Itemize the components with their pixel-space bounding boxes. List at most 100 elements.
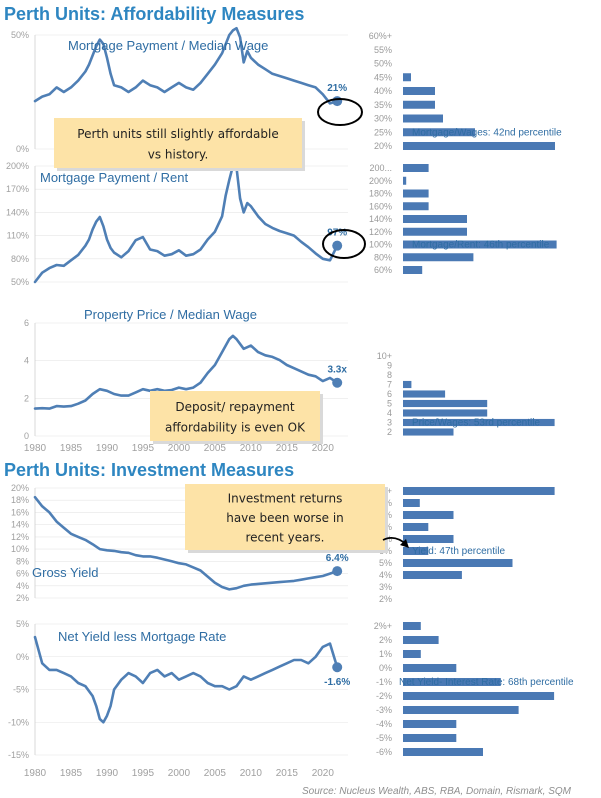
- hist-category-label: 45%: [374, 72, 392, 82]
- hist-bar: [403, 189, 429, 198]
- x-tick-label: 2010: [240, 768, 263, 779]
- hist-bar: [403, 664, 457, 672]
- hist-bar: [403, 535, 454, 543]
- hist-bar: [403, 266, 423, 274]
- hist-category-label: 7: [387, 380, 392, 390]
- hist-category-label: 9: [387, 361, 392, 371]
- line-panel-4: 5% 0% -5% -10% -15% -1.6% Net Yield less Mortg…: [8, 619, 350, 760]
- y-tick-label: 50%: [11, 277, 29, 287]
- hist-bar: [403, 720, 457, 728]
- hist-category-label: -1%: [376, 677, 392, 687]
- y-tick-label: 2%: [16, 593, 29, 603]
- note-line: vs history.: [148, 148, 209, 162]
- series-line: [33, 635, 339, 724]
- x-tick-label: 2020: [312, 768, 335, 779]
- hist-category-label: 8: [387, 370, 392, 380]
- end-point-marker: [332, 240, 343, 251]
- hist-bar: [403, 650, 421, 658]
- hist-bar: [403, 114, 443, 123]
- hist-bar: [403, 559, 513, 567]
- end-value-label: 21%: [327, 83, 347, 94]
- note-line: Deposit/ repayment: [175, 400, 295, 414]
- highlight-ellipse: [317, 98, 363, 126]
- end-value-label: 6.4%: [326, 553, 349, 564]
- x-tick-label: 1985: [60, 443, 83, 454]
- y-tick-label: 6%: [16, 569, 29, 579]
- x-tick-label: 1980: [24, 443, 47, 454]
- series-line: [33, 334, 339, 410]
- hist-category-label: -2%: [376, 691, 392, 701]
- hist-bar: [403, 176, 407, 185]
- histogram-0: 60%+ 55% 50% 45% 40% 35% 30% 25% 20% Mortgage/Wag…: [369, 31, 562, 151]
- investment-heading: Perth Units: Investment Measures: [4, 460, 294, 480]
- note-investment: Investment returns have been worse in rece…: [185, 484, 388, 553]
- x-tick-label: 2020: [312, 443, 335, 454]
- annotations: Perth units still slightly affordable vs …: [54, 118, 409, 553]
- hist-category-label: 120%: [369, 227, 392, 237]
- hist-category-label: 1%: [379, 649, 392, 659]
- x-tick-label: 2015: [276, 443, 299, 454]
- y-tick-label: 10%: [11, 544, 29, 554]
- hist-category-label: 200%: [369, 176, 392, 186]
- x-tick-label: 1990: [96, 768, 119, 779]
- hist-category-label: 6: [387, 389, 392, 399]
- hist-category-label: 5%: [379, 558, 392, 568]
- hist-category-label: 10+: [377, 351, 392, 361]
- series-line: [33, 26, 339, 105]
- note-line: Perth units still slightly affordable: [77, 127, 278, 141]
- series-line: [33, 164, 339, 284]
- hist-bar: [403, 622, 421, 630]
- note-box: [150, 391, 320, 441]
- hist-bar: [403, 227, 467, 236]
- note-affordable: Perth units still slightly affordable vs …: [54, 118, 305, 171]
- source-note: Source: Nucleus Wealth, ABS, RBA, Domain…: [302, 786, 572, 797]
- line-panel-1: 200% 170% 140% 110% 80% 50% 97% Mortgage Paymen…: [6, 161, 348, 287]
- x-tick-label: 2005: [204, 443, 227, 454]
- hist-bar: [403, 142, 555, 150]
- hist-bar: [403, 164, 429, 172]
- panel-title: Mortgage Payment / Rent: [40, 170, 189, 185]
- hist-category-label: 50%: [374, 59, 392, 69]
- hist-bar: [403, 499, 420, 507]
- note-line: recent years.: [246, 530, 325, 544]
- note-box: [54, 118, 302, 168]
- panel-title: Net Yield less Mortgage Rate: [58, 629, 226, 644]
- hist-category-label: 35%: [374, 100, 392, 110]
- hist-category-label: 3: [387, 418, 392, 428]
- arrow-head: [400, 539, 409, 548]
- hist-bar: [403, 636, 439, 644]
- y-tick-label: 0%: [16, 652, 29, 662]
- hist-category-label: 2: [387, 427, 392, 437]
- x-tick-label: 2005: [204, 768, 227, 779]
- x-tick-label: 2010: [240, 443, 263, 454]
- panel-title: Gross Yield: [32, 565, 98, 580]
- end-value-label: 97%: [327, 228, 347, 239]
- y-tick-label: 14%: [11, 520, 29, 530]
- hist-category-label: -5%: [376, 733, 392, 743]
- panel-title: Mortgage Payment / Median Wage: [68, 38, 268, 53]
- hist-bar: [403, 253, 474, 262]
- x-tick-label: 1985: [60, 768, 83, 779]
- x-tick-label: 1980: [24, 768, 47, 779]
- y-tick-label: -10%: [8, 717, 29, 727]
- y-tick-label: 8%: [16, 556, 29, 566]
- x-tick-label: 2015: [276, 768, 299, 779]
- hist-category-label: -4%: [376, 719, 392, 729]
- hist-category-label: 3%: [379, 582, 392, 592]
- hist-category-label: 40%: [374, 86, 392, 96]
- histogram-1: 200... 200% 180% 160% 140% 120% 100% 80% 60% Mort…: [369, 163, 557, 275]
- hist-category-label: 100%: [369, 240, 392, 250]
- hist-bar: [403, 418, 555, 427]
- hist-bar: [403, 240, 557, 249]
- y-tick-label: 18%: [11, 495, 29, 505]
- hist-category-label: 0%: [379, 663, 392, 673]
- series-line: [33, 495, 339, 591]
- x-axis-ticks: 1980 1985 1990 1995 2000 2005 2010 2015 2020 1980…: [24, 443, 335, 779]
- hist-percentile-label: Mortgage/Wages: 42nd percentile: [412, 127, 562, 138]
- hist-category-label: 2%+: [374, 621, 392, 631]
- hist-bar: [403, 487, 555, 495]
- hist-category-label: 2%: [379, 635, 392, 645]
- hist-bar: [403, 523, 429, 531]
- y-tick-label: 4%: [16, 581, 29, 591]
